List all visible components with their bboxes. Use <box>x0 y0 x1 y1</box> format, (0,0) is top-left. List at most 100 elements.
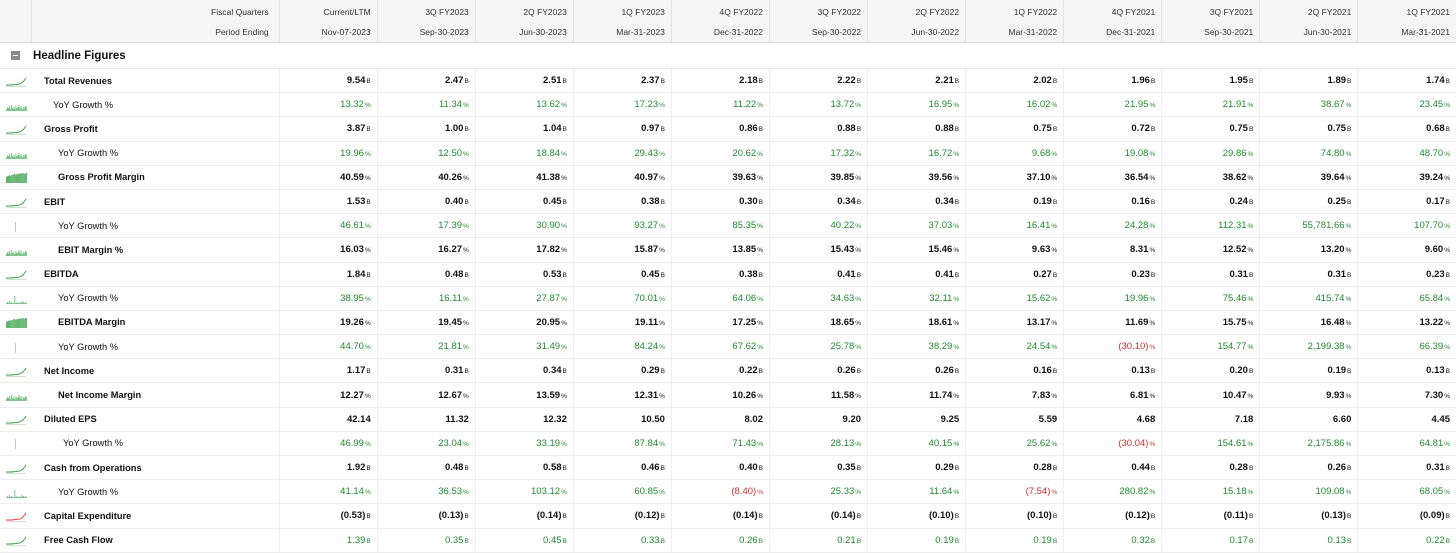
value-cell[interactable]: 19.96% <box>278 141 378 166</box>
value-cell[interactable]: 12.32 <box>474 407 574 432</box>
value-cell[interactable]: 0.31B <box>1357 455 1456 481</box>
value-cell[interactable]: 0.26B <box>1259 455 1358 481</box>
value-cell[interactable]: 8.31% <box>1063 237 1162 263</box>
value-cell[interactable]: 280.82% <box>1063 479 1162 505</box>
value-cell[interactable]: 0.21B <box>768 528 868 553</box>
value-cell[interactable]: 16.95% <box>867 92 966 118</box>
value-cell[interactable]: (0.14)B <box>474 503 574 529</box>
value-cell[interactable]: 0.41B <box>768 262 868 287</box>
sparkline-cell[interactable] <box>0 455 32 481</box>
value-cell[interactable]: 0.75B <box>1161 116 1260 142</box>
value-cell[interactable]: 39.85% <box>768 165 868 190</box>
value-cell[interactable]: 48.70% <box>1357 141 1456 166</box>
table-row[interactable]: Net Income 1.17B 0.31B 0.34B 0.29B 0.22B 0.26B… <box>0 358 1456 384</box>
table-row[interactable]: YoY Growth % 19.96% 12.50% 18.84% 29.43% 20.6… <box>0 141 1456 166</box>
value-cell[interactable]: 0.28B <box>1161 455 1260 481</box>
value-cell[interactable]: 64.81% <box>1357 431 1456 457</box>
value-cell[interactable]: 20.95% <box>474 310 574 336</box>
value-cell[interactable]: 112.31% <box>1161 213 1260 239</box>
value-cell[interactable]: 2.02B <box>965 68 1064 94</box>
value-cell[interactable]: 46.61% <box>278 213 378 239</box>
value-cell[interactable]: 13.59% <box>474 382 574 408</box>
value-cell[interactable]: (8.40)% <box>670 479 770 505</box>
value-cell[interactable]: 41.38% <box>474 165 574 190</box>
value-cell[interactable]: (0.09)B <box>1357 503 1456 529</box>
value-cell[interactable]: 75.46% <box>1161 286 1260 311</box>
sparkline-cell[interactable] <box>0 141 32 166</box>
sparkline-cell[interactable] <box>0 503 32 529</box>
value-cell[interactable]: 11.74% <box>867 382 966 408</box>
value-cell[interactable]: (0.12)B <box>572 503 672 529</box>
value-cell[interactable]: 13.32% <box>278 92 378 118</box>
value-cell[interactable]: 17.32% <box>768 141 868 166</box>
value-cell[interactable]: 0.44B <box>1063 455 1162 481</box>
value-cell[interactable]: 60.85% <box>572 479 672 505</box>
value-cell[interactable]: 0.38B <box>670 262 770 287</box>
value-cell[interactable]: 0.17B <box>1161 528 1260 553</box>
sparkline-cell[interactable] <box>0 334 32 360</box>
value-cell[interactable]: 4.68 <box>1063 407 1162 432</box>
value-cell[interactable]: 0.13B <box>1259 528 1358 553</box>
value-cell[interactable]: 16.72% <box>867 141 966 166</box>
value-cell[interactable]: 13.17% <box>965 310 1064 336</box>
value-cell[interactable]: 55,781.66% <box>1259 213 1358 239</box>
value-cell[interactable]: 42.14 <box>278 407 378 432</box>
value-cell[interactable]: 0.58B <box>474 455 574 481</box>
table-row[interactable]: YoY Growth % 46.99% 23.04% 33.19% 87.84% 71.4… <box>0 431 1456 457</box>
value-cell[interactable]: 154.77% <box>1161 334 1260 360</box>
value-cell[interactable]: 36.53% <box>376 479 476 505</box>
table-row[interactable]: Cash from Operations 1.92B 0.48B 0.58B 0.46B… <box>0 455 1456 481</box>
value-cell[interactable]: 0.26B <box>670 528 770 553</box>
value-cell[interactable]: 0.23B <box>1357 262 1456 287</box>
value-cell[interactable]: 0.26B <box>867 358 966 384</box>
table-row[interactable]: EBIT 1.53B 0.40B 0.45B 0.38B 0.30B 0.34B 0.34B 0… <box>0 189 1456 215</box>
value-cell[interactable]: 39.56% <box>867 165 966 190</box>
value-cell[interactable]: 0.35B <box>768 455 868 481</box>
value-cell[interactable]: 0.19B <box>965 189 1064 215</box>
value-cell[interactable]: 7.30% <box>1357 382 1456 408</box>
value-cell[interactable]: 1.89B <box>1259 68 1358 94</box>
value-cell[interactable]: 415.74% <box>1259 286 1358 311</box>
value-cell[interactable]: 1.84B <box>278 262 378 287</box>
section-toggle-cell[interactable] <box>0 42 32 69</box>
value-cell[interactable]: 9.93% <box>1259 382 1358 408</box>
value-cell[interactable]: 0.68B <box>1357 116 1456 142</box>
sparkline-cell[interactable] <box>0 358 32 384</box>
value-cell[interactable]: 107.70% <box>1357 213 1456 239</box>
value-cell[interactable]: 31.49% <box>474 334 574 360</box>
value-cell[interactable]: 1.17B <box>278 358 378 384</box>
value-cell[interactable]: 21.95% <box>1063 92 1162 118</box>
value-cell[interactable]: 39.24% <box>1357 165 1456 190</box>
value-cell[interactable]: 12.50% <box>376 141 476 166</box>
value-cell[interactable]: 11.32 <box>376 407 476 432</box>
value-cell[interactable]: (0.13)B <box>376 503 476 529</box>
value-cell[interactable]: 0.29B <box>867 455 966 481</box>
value-cell[interactable]: 9.63% <box>965 237 1064 263</box>
value-cell[interactable]: 38.62% <box>1161 165 1260 190</box>
value-cell[interactable]: 24.28% <box>1063 213 1162 239</box>
value-cell[interactable]: 1.95B <box>1161 68 1260 94</box>
value-cell[interactable]: 21.91% <box>1161 92 1260 118</box>
value-cell[interactable]: 13.20% <box>1259 237 1358 263</box>
value-cell[interactable]: 0.25B <box>1259 189 1358 215</box>
value-cell[interactable]: 3.87B <box>278 116 378 142</box>
value-cell[interactable]: 10.50 <box>572 407 672 432</box>
value-cell[interactable]: 46.99% <box>278 431 378 457</box>
value-cell[interactable]: 0.19B <box>867 528 966 553</box>
value-cell[interactable]: 71.43% <box>670 431 770 457</box>
value-cell[interactable]: 0.31B <box>1161 262 1260 287</box>
value-cell[interactable]: 5.59 <box>965 407 1064 432</box>
value-cell[interactable]: 7.18 <box>1161 407 1260 432</box>
value-cell[interactable]: 0.72B <box>1063 116 1162 142</box>
value-cell[interactable]: (0.14)B <box>670 503 770 529</box>
value-cell[interactable]: 29.43% <box>572 141 672 166</box>
value-cell[interactable]: 40.26% <box>376 165 476 190</box>
value-cell[interactable]: 9.68% <box>965 141 1064 166</box>
value-cell[interactable]: 0.22B <box>1357 528 1456 553</box>
value-cell[interactable]: 93.27% <box>572 213 672 239</box>
value-cell[interactable]: 16.41% <box>965 213 1064 239</box>
sparkline-cell[interactable] <box>0 528 32 553</box>
value-cell[interactable]: (7.54)% <box>965 479 1064 505</box>
value-cell[interactable]: 27.87% <box>474 286 574 311</box>
sparkline-cell[interactable] <box>0 407 32 432</box>
